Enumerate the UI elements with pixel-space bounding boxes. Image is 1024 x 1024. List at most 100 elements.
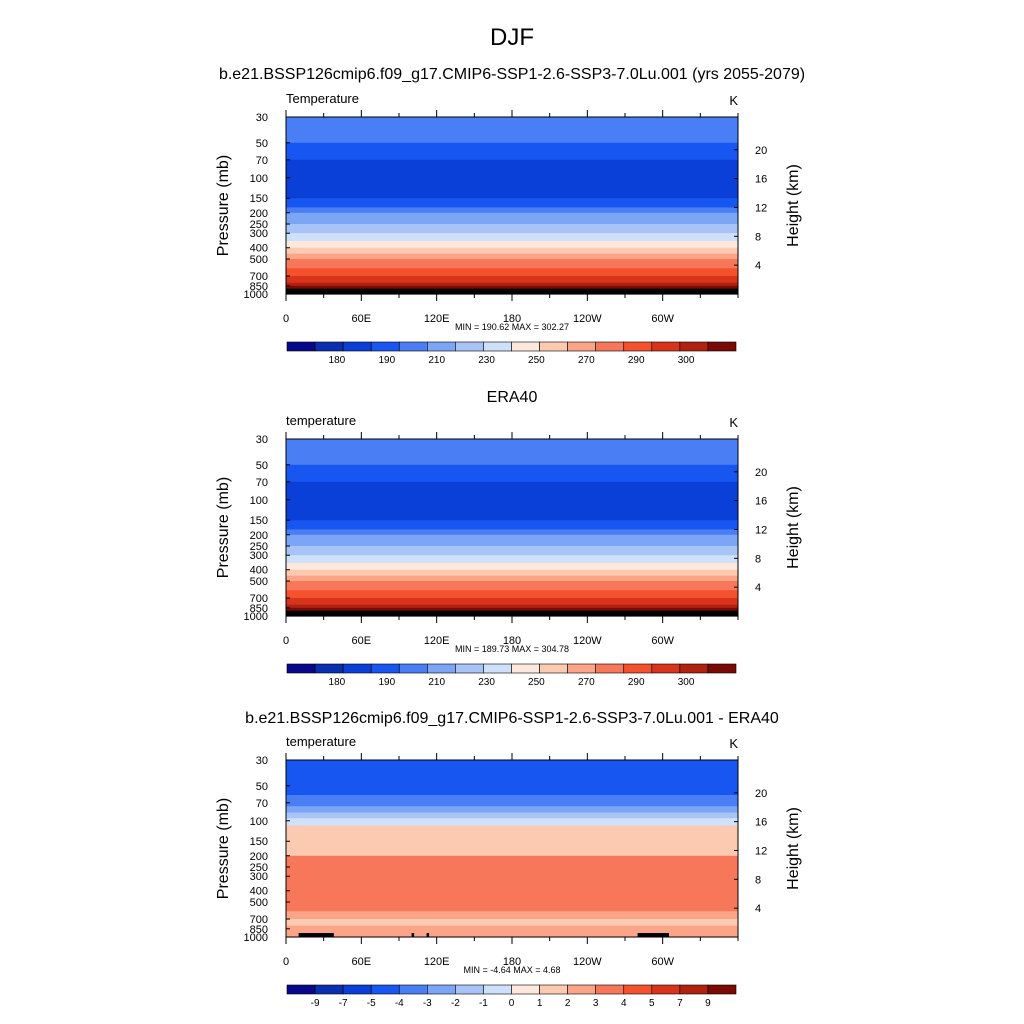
y-axis-right-title: Height (km) (785, 807, 802, 890)
y-tick-label: 100 (250, 495, 268, 507)
height-tick-label: 4 (755, 903, 761, 915)
contour-band (286, 453, 738, 466)
colorbar-label: -3 (423, 998, 432, 1009)
contour-band (286, 607, 738, 612)
contour-band (286, 247, 738, 255)
y-tick-label: 250 (250, 219, 268, 231)
colorbar-label: 270 (578, 677, 595, 688)
y-tick-label: 500 (250, 576, 268, 588)
colorbar-box (427, 984, 456, 995)
height-tick-label: 20 (755, 145, 767, 157)
contour-band (286, 253, 738, 260)
colorbar-box (679, 984, 709, 995)
colorbar-label: 5 (649, 998, 655, 1009)
colorbar-label: -9 (311, 998, 320, 1009)
height-tick-label: 20 (755, 788, 767, 800)
colorbar-box (286, 663, 316, 674)
height-tick-label: 8 (755, 231, 761, 243)
colorbar-box (483, 341, 512, 352)
x-tick-label: 0 (283, 313, 289, 325)
contour-band (286, 855, 738, 903)
colorbar-box (342, 984, 372, 995)
colorbar-box (651, 984, 681, 995)
y-tick-label: 700 (250, 271, 268, 283)
terrain-mask (426, 290, 430, 294)
x-tick-label: 0 (283, 635, 289, 647)
y-tick-label: 400 (250, 243, 268, 255)
contour-band (286, 529, 738, 536)
colorbar-label: -5 (367, 998, 376, 1009)
height-tick-label: 12 (755, 845, 767, 857)
y-axis-right-title: Height (km) (785, 486, 802, 569)
colorbar-box (567, 663, 596, 674)
colorbar-box (511, 341, 540, 352)
contour-band (286, 117, 738, 133)
colorbar-box (286, 984, 316, 995)
contour-band (286, 288, 738, 295)
colorbar-box (539, 984, 568, 995)
colorbar-box (398, 341, 428, 352)
contour-band (286, 142, 738, 161)
colorbar-box (455, 341, 484, 352)
colorbar-label: 210 (428, 355, 445, 366)
x-tick-label: 60E (352, 635, 372, 647)
x-tick-label: 60W (651, 313, 674, 325)
colorbar-box (398, 984, 428, 995)
colorbar-label: 190 (378, 355, 395, 366)
terrain-mask (411, 933, 415, 937)
contour-band (286, 224, 738, 234)
colorbar-box (370, 984, 400, 995)
y-tick-label: 50 (256, 138, 268, 150)
contour-band (286, 902, 738, 912)
x-tick-label: 120E (424, 956, 450, 968)
y-tick-label: 700 (250, 914, 268, 926)
x-tick-label: 60W (651, 635, 674, 647)
colorbar-box (595, 663, 625, 674)
y-tick-label: 400 (250, 565, 268, 577)
y-tick-label: 500 (250, 897, 268, 909)
y-tick-label: 70 (256, 155, 268, 167)
y-tick-label: 850 (250, 924, 268, 936)
colorbar-box (455, 663, 484, 674)
y-tick-label: 300 (250, 228, 268, 240)
y-axis-title: Pressure (mb) (215, 798, 232, 899)
colorbar-box (314, 341, 344, 352)
min-max-stats: MIN = 189.73 MAX = 304.78 (455, 644, 569, 654)
colorbar: 180 190 210 230 250 270 290 300 (286, 341, 737, 366)
y-tick-label: 150 (250, 515, 268, 527)
y-tick-label: 30 (256, 434, 268, 446)
contour-band (286, 159, 738, 179)
colorbar-label: 210 (428, 677, 445, 688)
contour-band (286, 241, 738, 249)
y-tick-label: 200 (250, 530, 268, 542)
contour-band (286, 481, 738, 501)
colorbar-box (539, 341, 568, 352)
variable-label: temperature (286, 734, 356, 749)
variable-label: Temperature (286, 91, 359, 106)
terrain-mask (298, 290, 334, 294)
y-axis-title: Pressure (mb) (215, 155, 232, 256)
min-max-stats: MIN = 190.62 MAX = 302.27 (455, 322, 569, 332)
contour-band (286, 555, 738, 564)
y-tick-label: 1000 (244, 611, 268, 623)
height-tick-label: 4 (755, 582, 761, 594)
colorbar-label: 4 (621, 998, 627, 1009)
x-tick-label: 180 (503, 635, 521, 647)
colorbar-box (539, 663, 568, 674)
terrain-mask (637, 290, 669, 294)
y-tick-label: 250 (250, 541, 268, 553)
contour-band (286, 207, 738, 214)
unit-label: K (729, 93, 738, 108)
y-axis-title: Pressure (mb) (215, 477, 232, 578)
y-tick-label: 50 (256, 460, 268, 472)
height-tick-label: 4 (755, 260, 761, 272)
terrain-mask (323, 933, 329, 937)
y-tick-label: 100 (250, 173, 268, 185)
colorbar-box (511, 984, 540, 995)
colorbar-box (455, 984, 484, 995)
x-tick-label: 180 (503, 956, 521, 968)
colorbar-box (483, 663, 512, 674)
contour-band (286, 569, 738, 577)
y-tick-label: 70 (256, 477, 268, 489)
